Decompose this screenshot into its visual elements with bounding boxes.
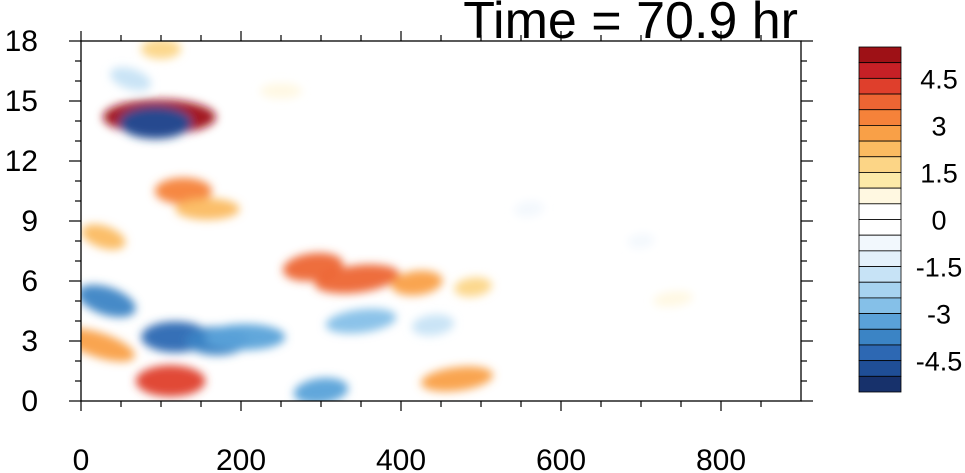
colorbar-label: 1.5 (920, 158, 958, 188)
heatmap-feature (293, 377, 349, 401)
y-tick-label: 0 (21, 385, 38, 418)
x-tick-label: 200 (216, 444, 266, 473)
colorbar-swatch (858, 93, 902, 111)
colorbar-swatch (858, 375, 902, 393)
heatmap-feature (653, 291, 693, 307)
heatmap-feature (81, 328, 135, 362)
heatmap-feature (140, 41, 182, 59)
colorbar-swatch (858, 125, 902, 142)
colorbar-swatch (858, 281, 902, 299)
colorbar-swatch (858, 219, 902, 236)
heatmap-feature (325, 308, 397, 334)
colorbar-swatch (858, 360, 902, 377)
heatmap-feature (314, 264, 400, 294)
heatmap-feature (81, 284, 136, 318)
heatmap-feature (119, 106, 192, 140)
colorbar-swatch (858, 266, 902, 283)
y-tick-label: 6 (21, 265, 38, 298)
x-tick-label: 800 (696, 444, 746, 473)
heatmap-feature (154, 177, 212, 205)
colorbar-label: 0 (931, 206, 946, 236)
heatmap-feature (135, 365, 206, 397)
colorbar-label: -1.5 (916, 253, 963, 283)
heatmap-feature (175, 198, 240, 220)
colorbar-swatch (858, 234, 902, 252)
colorbar-label: -4.5 (916, 347, 963, 377)
y-axis-ticks: 0 3 6 9 12 15 18 (5, 25, 813, 418)
y-tick-label: 12 (5, 145, 38, 178)
heatmap-feature (627, 233, 655, 249)
colorbar-swatch (858, 109, 902, 126)
y-tick-label: 15 (5, 85, 38, 118)
heatmap-feature (420, 366, 494, 392)
heatmap-feature (260, 83, 302, 99)
heatmap-feature (564, 67, 590, 83)
heatmap-feature (110, 67, 152, 91)
y-tick-label: 18 (5, 25, 38, 58)
colorbar-label: 3 (931, 111, 946, 141)
chart-title: Time = 70.9 hr (463, 0, 798, 50)
colorbar-swatch (858, 77, 902, 95)
heatmap-features (81, 41, 693, 401)
x-tick-label: 0 (73, 444, 90, 473)
colorbar-swatch (858, 203, 902, 220)
y-tick-label: 3 (21, 325, 38, 358)
colorbar-swatch (858, 46, 902, 64)
plot-area: 0 200 400 600 800 0 3 6 9 12 15 18 (5, 25, 813, 473)
colorbar-label: 4.5 (920, 64, 958, 94)
colorbar-swatch (858, 156, 902, 173)
colorbar-swatch (858, 187, 902, 205)
x-tick-label: 400 (376, 444, 426, 473)
x-tick-label: 600 (536, 444, 586, 473)
heatmap-feature (81, 224, 126, 250)
colorbar-swatch (858, 62, 902, 79)
colorbar-swatch (858, 313, 902, 330)
colorbar-swatch (858, 250, 902, 267)
y-tick-label: 9 (21, 205, 38, 238)
x-axis-ticks: 0 200 400 600 800 (73, 31, 762, 473)
heatmap-feature (204, 324, 286, 350)
heatmap-feature (391, 270, 443, 296)
colorbar-swatch (858, 328, 902, 346)
colorbar-swatch (858, 140, 902, 158)
colorbar: 4.5 3 1.5 0 -1.5 -3 -4.5 (858, 46, 963, 393)
colorbar-swatch (858, 297, 902, 314)
heatmap-feature (411, 314, 455, 336)
heatmap-feature (454, 277, 492, 297)
colorbar-swatch (858, 344, 902, 362)
colorbar-swatch (858, 172, 902, 189)
colorbar-label: -3 (927, 300, 951, 330)
heatmap-feature (513, 200, 545, 218)
